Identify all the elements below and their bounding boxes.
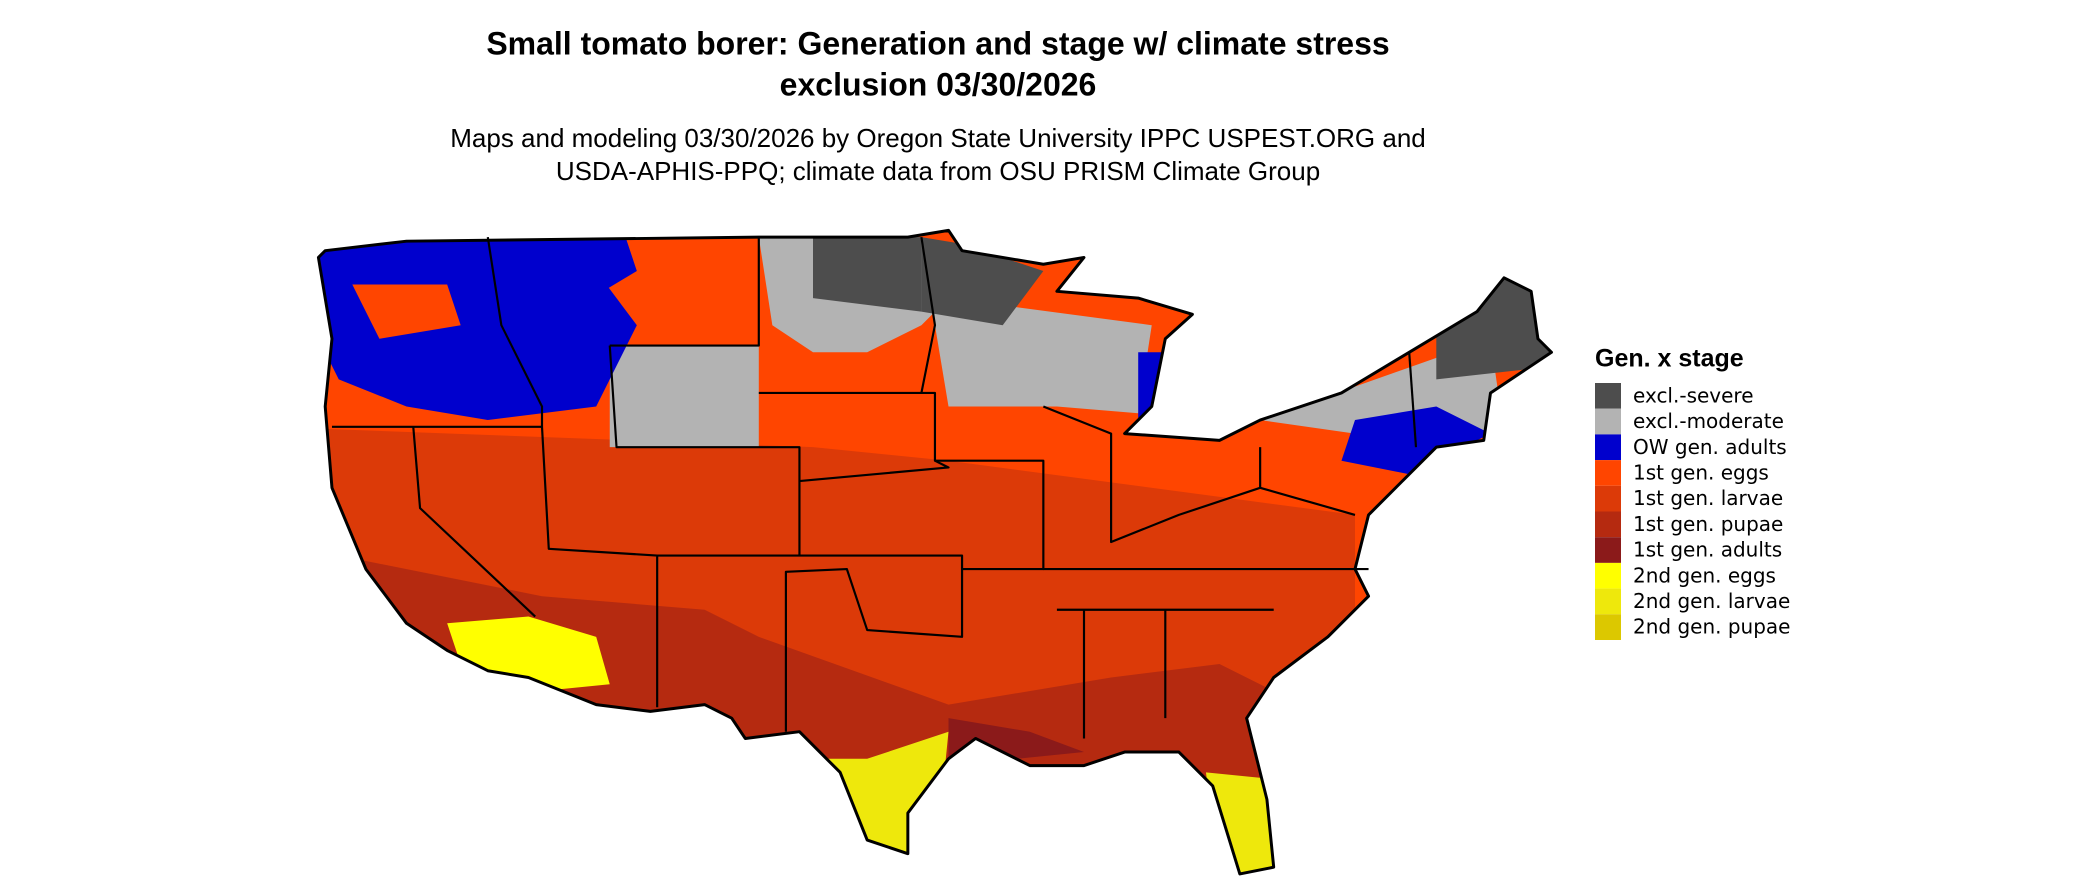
legend-title: Gen. x stage [1595, 345, 1744, 373]
region-moderate [609, 345, 759, 448]
subtitle: Maps and modeling 03/30/2026 by Oregon S… [450, 123, 1426, 153]
legend-swatch [1595, 485, 1621, 512]
legend-swatch [1595, 537, 1621, 563]
legend-swatch [1595, 383, 1621, 409]
state-borders [331, 236, 1418, 739]
legend-swatch [1595, 562, 1621, 589]
title: Small tomato borer: Generation and stage… [486, 25, 1389, 61]
legend-label: 2nd gen. pupae [1633, 615, 1790, 639]
region-ow-adults [487, 230, 637, 312]
title: exclusion 03/30/2026 [780, 66, 1097, 102]
legend-label: 1st gen. eggs [1633, 460, 1769, 484]
region-severe [813, 237, 922, 312]
region-severe [921, 237, 1044, 326]
legend-swatch [1595, 434, 1621, 461]
legend-label: excl.-moderate [1633, 409, 1784, 433]
region-ow-adults [1138, 352, 1179, 421]
legend-swatch [1595, 460, 1621, 486]
region-eggs [352, 284, 461, 339]
legend-swatch [1595, 511, 1621, 538]
legend-swatch [1595, 588, 1621, 615]
subtitle: USDA-APHIS-PPQ; climate data from OSU PR… [556, 156, 1320, 186]
legend-label: 2nd gen. larvae [1633, 589, 1790, 613]
legend-label: 1st gen. adults [1633, 538, 1782, 562]
legend-label: OW gen. adults [1633, 435, 1787, 459]
legend-label: 2nd gen. eggs [1633, 563, 1776, 587]
us-map [316, 228, 1553, 876]
legend-swatch [1595, 408, 1621, 435]
legend-label: excl.-severe [1633, 383, 1754, 407]
legend-swatch [1595, 614, 1621, 640]
legend-label: 1st gen. pupae [1633, 512, 1783, 536]
legend-label: 1st gen. larvae [1633, 486, 1783, 510]
